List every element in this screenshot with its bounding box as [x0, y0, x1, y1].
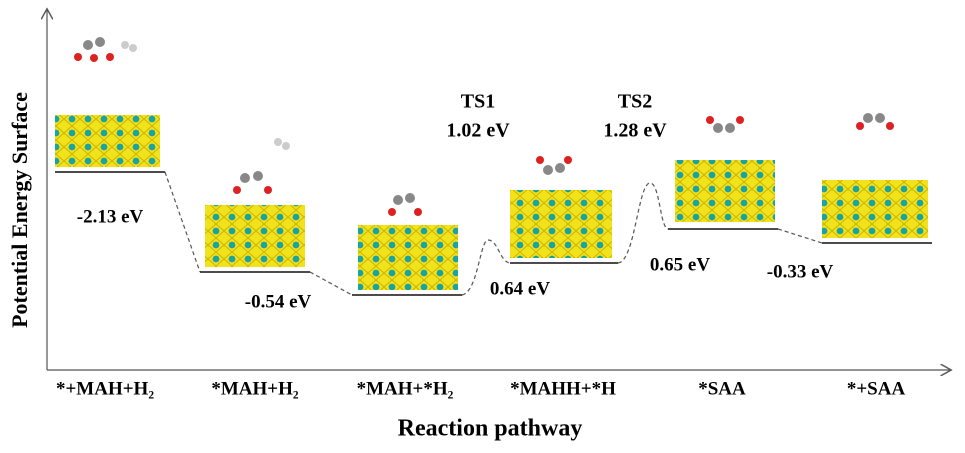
ts-name: TS1 [461, 91, 495, 113]
molecules [74, 37, 894, 216]
ts-energy: 1.02 eV [446, 120, 510, 142]
levels [55, 171, 932, 296]
state-label: *SAA [698, 378, 746, 399]
state-label: *MAH+H₂ [211, 378, 299, 399]
y-axis-label: Potential Energy Surface [7, 92, 32, 328]
state-label: *MAH+*H₂ [357, 378, 454, 399]
x-axis-label: Reaction pathway [398, 416, 583, 442]
energy-label: -2.13 eV [77, 206, 144, 227]
energy-label: 0.64 eV [490, 278, 550, 299]
slabs [55, 115, 928, 290]
energy-label: -0.54 eV [245, 291, 312, 312]
axes [47, 10, 950, 370]
ts-name: TS2 [618, 91, 652, 113]
energy-label: 0.65 eV [650, 254, 710, 275]
ts-energy: 1.28 eV [603, 120, 667, 142]
state-label: *+SAA [847, 378, 906, 399]
pathway [164, 171, 823, 296]
state-label: *MAHH+*H [510, 378, 616, 399]
energy-label: -0.33 eV [767, 261, 834, 282]
state-label: *+MAH+H₂ [56, 378, 154, 399]
